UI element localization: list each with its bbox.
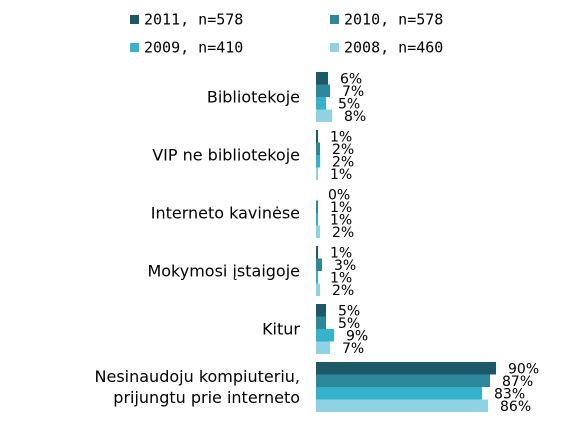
category-label: Kitur — [262, 319, 300, 339]
bar — [316, 374, 490, 387]
bar — [316, 387, 482, 400]
value-label: 2% — [332, 142, 354, 158]
bar — [316, 341, 330, 354]
legend-swatch — [330, 43, 339, 52]
value-label: 2% — [332, 225, 354, 241]
value-label: 7% — [342, 84, 364, 100]
bar — [316, 72, 328, 85]
value-label: 5% — [338, 316, 360, 332]
value-label: 1% — [330, 129, 352, 145]
value-label: 2% — [332, 154, 354, 170]
category-label: Interneto kavinėse — [150, 203, 300, 223]
value-label: 87% — [502, 374, 533, 390]
category-label: VIP ne bibliotekoje — [152, 145, 300, 165]
bar — [316, 258, 322, 271]
legend-label: 2008, n=460 — [344, 39, 443, 57]
bar — [316, 316, 326, 329]
bar — [316, 109, 332, 122]
value-label: 5% — [338, 96, 360, 112]
bar — [316, 329, 334, 342]
legend-label: 2011, n=578 — [144, 11, 243, 29]
bar — [316, 246, 318, 259]
value-label: 0% — [328, 187, 350, 203]
value-label: 8% — [344, 109, 366, 125]
legend-swatch — [330, 15, 339, 24]
legend-label: 2009, n=410 — [144, 39, 243, 57]
value-label: 5% — [338, 303, 360, 319]
value-label: 1% — [330, 212, 352, 228]
value-label: 6% — [340, 71, 362, 87]
value-label: 1% — [330, 270, 352, 286]
category-label: Bibliotekoje — [206, 87, 300, 107]
bar — [316, 283, 320, 296]
bar — [316, 155, 320, 168]
value-label: 3% — [334, 258, 356, 274]
legend-swatch — [130, 15, 139, 24]
bar — [316, 399, 488, 412]
category-label: Nesinaudoju kompiuteriu, prijungtu prie … — [94, 367, 300, 407]
legend-label: 2010, n=578 — [344, 11, 443, 29]
bar — [316, 225, 320, 238]
value-label: 83% — [494, 386, 525, 402]
legend-swatch — [130, 43, 139, 52]
category-label: Mokymosi įstaigoje — [147, 261, 300, 281]
value-label: 1% — [330, 200, 352, 216]
value-label: 86% — [500, 399, 531, 415]
bar — [316, 213, 318, 226]
bar — [316, 84, 330, 97]
bar — [316, 200, 318, 213]
value-label: 90% — [508, 361, 539, 377]
bar — [316, 304, 326, 317]
bar — [316, 97, 326, 110]
bar — [316, 142, 320, 155]
value-label: 9% — [346, 328, 368, 344]
bar — [316, 362, 496, 375]
value-label: 1% — [330, 167, 352, 183]
bar — [316, 271, 318, 284]
value-label: 1% — [330, 245, 352, 261]
bar — [316, 130, 318, 143]
bar — [316, 167, 318, 180]
value-label: 7% — [342, 341, 364, 357]
value-label: 2% — [332, 283, 354, 299]
